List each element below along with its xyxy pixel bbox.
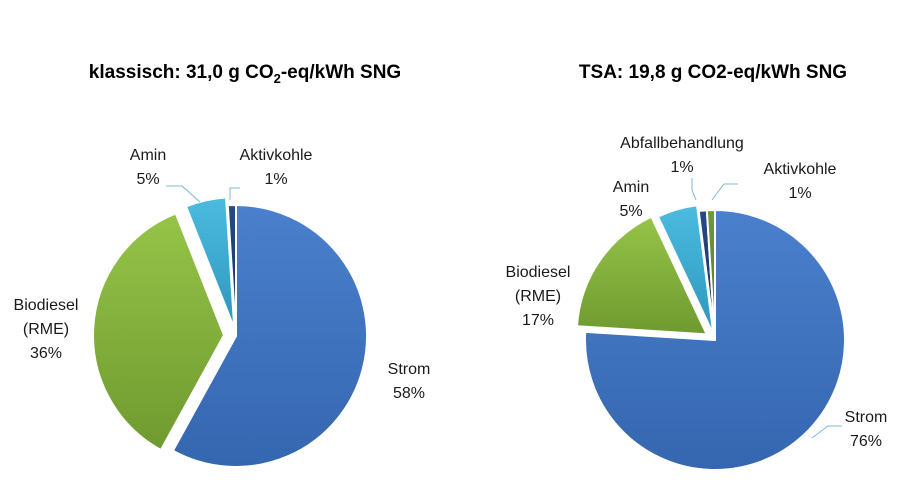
value-strom-1: 58% [393, 385, 425, 402]
value-biodiesel-2: 17% [522, 312, 554, 329]
pie-slice-aktivkohle-2 [705, 209, 716, 341]
pie-slice-amin-1 [185, 196, 236, 330]
label-strom-2: Strom [845, 409, 888, 426]
pie-chart-klassisch [92, 196, 368, 468]
label-abfallbehandlung-2: Abfallbehandlung [620, 135, 744, 152]
pie-chart-tsa [575, 204, 846, 471]
value-aktivkohle-1: 1% [264, 171, 287, 188]
chart-2-labels: Strom 76% Biodiesel (RME) 17% Amin 5% Ab… [506, 135, 888, 450]
leader-line-aktivkohle-1 [229, 187, 240, 200]
label-amin-1: Amin [130, 147, 166, 164]
pie-slice-strom-2 [584, 209, 846, 471]
value-aktivkohle-2: 1% [788, 185, 811, 202]
leader-line-strom-2 [811, 425, 842, 439]
value-amin-1: 5% [136, 171, 159, 188]
label-biodiesel-1-line2: (RME) [23, 321, 69, 338]
chart-1-title: klassisch: 31,0 g CO2-eq/kWh SNG [89, 62, 401, 86]
value-biodiesel-1: 36% [30, 345, 62, 362]
value-amin-2: 5% [619, 203, 642, 220]
leader-line-abfallbehandlung-2 [691, 178, 697, 201]
label-aktivkohle-2: Aktivkohle [764, 161, 837, 178]
leader-line-aktivkohle-2 [711, 183, 738, 201]
chart-2-title: TSA: 19,8 g CO2-eq/kWh SNG [579, 62, 847, 83]
pie-slice-biodiesel-rme-1 [92, 212, 226, 452]
label-aktivkohle-1: Aktivkohle [240, 147, 313, 164]
label-biodiesel-2-line1: Biodiesel [506, 264, 571, 281]
label-biodiesel-2-line2: (RME) [515, 288, 561, 305]
pie-slice-amin-2 [656, 204, 715, 336]
leader-line-amin-1 [166, 185, 201, 203]
label-amin-2: Amin [613, 179, 649, 196]
value-strom-2: 76% [850, 433, 882, 450]
label-biodiesel-1-line1: Biodiesel [14, 297, 79, 314]
pie-slice-biodiesel-rme-2 [575, 215, 708, 336]
chart-1-labels: Strom 58% Biodiesel (RME) 36% Amin 5% Ak… [14, 147, 431, 402]
pie-slice-strom-1 [171, 204, 368, 468]
value-abfallbehandlung-2: 1% [670, 159, 693, 176]
pie-slice-aktivkohle-1 [226, 203, 237, 337]
label-strom-1: Strom [388, 361, 431, 378]
